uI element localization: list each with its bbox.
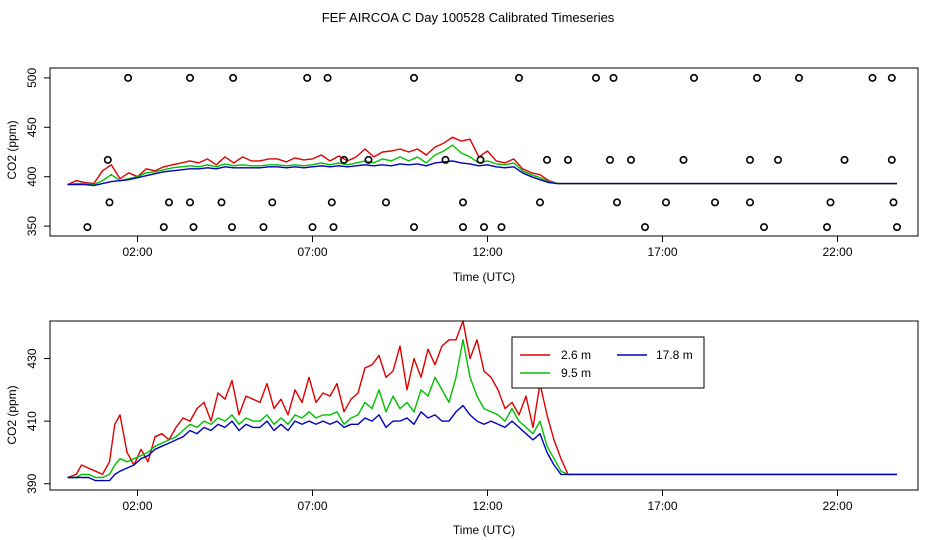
top-series-line-17-8-m bbox=[67, 160, 897, 187]
calibration-point bbox=[563, 155, 572, 164]
top-y-tick-label: 350 bbox=[25, 216, 39, 236]
top-x-tick-label: 02:00 bbox=[122, 245, 152, 259]
calibration-point bbox=[323, 73, 332, 82]
calibration-point bbox=[329, 223, 338, 232]
calibration-point bbox=[458, 223, 467, 232]
calibration-point bbox=[165, 198, 174, 207]
top-x-tick-label: 12:00 bbox=[472, 245, 502, 259]
calibration-point bbox=[745, 198, 754, 207]
calibration-point bbox=[476, 155, 485, 164]
top-y-tick-label: 500 bbox=[25, 68, 39, 88]
calibration-point bbox=[542, 155, 551, 164]
bottom-series-group bbox=[67, 320, 897, 482]
top-calibration-points bbox=[83, 73, 901, 232]
bottom-x-tick-label: 17:00 bbox=[647, 499, 677, 513]
calibration-point bbox=[268, 198, 277, 207]
bottom-x-axis-label: Time (UTC) bbox=[453, 523, 515, 537]
bottom-series-line-17-8-m bbox=[67, 404, 897, 482]
calibration-point bbox=[409, 73, 418, 82]
calibration-point bbox=[626, 155, 635, 164]
legend-box bbox=[511, 336, 705, 389]
bottom-y-tick-label: 410 bbox=[25, 411, 39, 431]
calibration-point bbox=[159, 223, 168, 232]
bottom-y-tick-label: 430 bbox=[25, 348, 39, 368]
calibration-point bbox=[689, 73, 698, 82]
bottom-y-tick-label: 390 bbox=[25, 473, 39, 493]
bottom-panel: CO2 (ppm) Time (UTC) 02:00 07:00 12:00 17:0… bbox=[5, 320, 919, 537]
calibration-point bbox=[105, 198, 114, 207]
calibration-point bbox=[441, 155, 450, 164]
calibration-point bbox=[759, 223, 768, 232]
calibration-point bbox=[840, 155, 849, 164]
calibration-point bbox=[889, 198, 898, 207]
calibration-point bbox=[745, 155, 754, 164]
calibration-point bbox=[479, 223, 488, 232]
bottom-plot-frame bbox=[49, 320, 919, 491]
calibration-point bbox=[822, 223, 831, 232]
calibration-point bbox=[381, 198, 390, 207]
calibration-point bbox=[327, 198, 336, 207]
calibration-point bbox=[640, 223, 649, 232]
bottom-series-line-2-6-m bbox=[67, 320, 897, 479]
calibration-point bbox=[892, 223, 901, 232]
calibration-point bbox=[591, 73, 600, 82]
bottom-x-tick-label: 22:00 bbox=[822, 499, 852, 513]
calibration-point bbox=[186, 198, 195, 207]
calibration-point bbox=[773, 155, 782, 164]
calibration-point bbox=[609, 73, 618, 82]
legend: 2.6 m 17.8 m 9.5 m bbox=[511, 336, 705, 389]
bottom-x-tick-label: 12:00 bbox=[472, 499, 502, 513]
bottom-axes: 02:00 07:00 12:00 17:00 22:00 390 410 430 bbox=[25, 348, 853, 513]
calibration-point bbox=[409, 223, 418, 232]
top-series-line-2-6-m bbox=[67, 136, 897, 186]
calibration-point bbox=[339, 155, 348, 164]
top-axes: 02:00 07:00 12:00 17:00 22:00 350 400 450 500 bbox=[25, 68, 853, 259]
calibration-point bbox=[887, 73, 896, 82]
calibration-point bbox=[612, 198, 621, 207]
calibration-point bbox=[514, 73, 523, 82]
calibration-point bbox=[364, 155, 373, 164]
top-x-tick-label: 07:00 bbox=[297, 245, 327, 259]
calibration-point bbox=[458, 198, 467, 207]
calibration-point bbox=[186, 73, 195, 82]
top-y-axis-label: CO2 (ppm) bbox=[5, 120, 19, 179]
legend-label-17-8m: 17.8 m bbox=[656, 348, 693, 362]
calibration-point bbox=[661, 198, 670, 207]
calibration-point bbox=[535, 198, 544, 207]
calibration-point bbox=[103, 155, 112, 164]
top-plot-frame bbox=[49, 67, 919, 237]
legend-label-9-5m: 9.5 m bbox=[561, 366, 591, 380]
legend-label-2-6m: 2.6 m bbox=[561, 348, 591, 362]
top-panel: CO2 (ppm) Time (UTC) 02:00 07:00 12:00 17:0… bbox=[5, 67, 919, 284]
bottom-x-tick-label: 07:00 bbox=[297, 499, 327, 513]
calibration-point bbox=[308, 223, 317, 232]
calibration-point bbox=[794, 73, 803, 82]
calibration-point bbox=[303, 73, 312, 82]
calibration-point bbox=[752, 73, 761, 82]
calibration-point bbox=[887, 155, 896, 164]
top-y-tick-label: 450 bbox=[25, 117, 39, 137]
top-series-group bbox=[67, 136, 897, 187]
calibration-point bbox=[189, 223, 198, 232]
top-x-tick-label: 22:00 bbox=[822, 245, 852, 259]
calibration-point bbox=[826, 198, 835, 207]
top-x-axis-label: Time (UTC) bbox=[453, 270, 515, 284]
calibration-point bbox=[83, 223, 92, 232]
top-y-tick-label: 400 bbox=[25, 166, 39, 186]
calibration-point bbox=[868, 73, 877, 82]
calibration-point bbox=[605, 155, 614, 164]
calibration-point bbox=[259, 223, 268, 232]
figure-title: FEF AIRCOA C Day 100528 Calibrated Times… bbox=[322, 10, 615, 25]
calibration-point bbox=[217, 198, 226, 207]
calibration-point bbox=[228, 223, 237, 232]
bottom-y-axis-label: CO2 (ppm) bbox=[5, 385, 19, 444]
calibration-point bbox=[679, 155, 688, 164]
calibration-point bbox=[710, 198, 719, 207]
calibration-point bbox=[229, 73, 238, 82]
calibration-point bbox=[124, 73, 133, 82]
top-x-tick-label: 17:00 bbox=[647, 245, 677, 259]
bottom-x-tick-label: 02:00 bbox=[122, 499, 152, 513]
calibration-point bbox=[497, 223, 506, 232]
